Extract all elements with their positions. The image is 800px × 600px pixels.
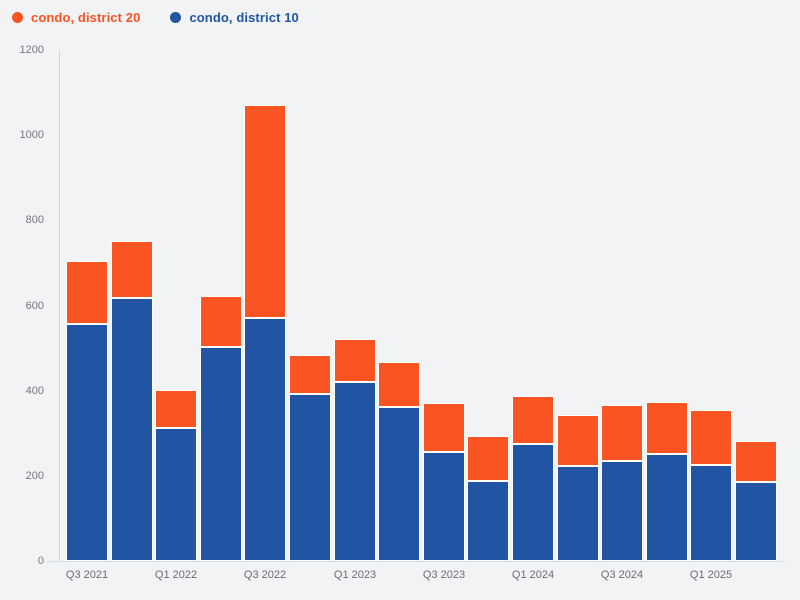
bar-segment[interactable] xyxy=(66,261,108,324)
legend-label-district-10: condo, district 10 xyxy=(189,10,299,25)
y-axis-tick-labels: 0 200 400 600 800 1000 1200 xyxy=(0,44,50,567)
bar-segment[interactable] xyxy=(155,428,197,561)
bar-segment[interactable] xyxy=(690,465,732,561)
bar-segment[interactable] xyxy=(66,324,108,561)
bar-segment[interactable] xyxy=(378,362,420,407)
bar-segment[interactable] xyxy=(244,105,286,318)
bar-segment[interactable] xyxy=(646,454,688,561)
y-tick-label: 600 xyxy=(25,299,44,312)
x-tick-label: Q1 2022 xyxy=(154,569,198,581)
y-tick-label: 1000 xyxy=(19,129,44,142)
x-tick-label: Q3 2022 xyxy=(243,569,287,581)
bar-segment[interactable] xyxy=(512,444,554,561)
x-axis-tick-labels: Q3 2021 Q1 2022 Q3 2022 Q1 2023 Q3 2023 Q1 20… xyxy=(59,561,785,591)
legend-item-district-10[interactable]: condo, district 10 xyxy=(170,10,299,25)
bar-segment[interactable] xyxy=(334,382,376,561)
bar-segment[interactable] xyxy=(111,241,153,298)
bar-segment[interactable] xyxy=(111,298,153,561)
bar-segment[interactable] xyxy=(557,415,599,466)
x-tick-label: Q3 2021 xyxy=(65,569,109,581)
bar-segment[interactable] xyxy=(423,452,465,561)
x-tick-label: Q3 2024 xyxy=(600,569,644,581)
bar-segment[interactable] xyxy=(334,339,376,382)
x-tick-label: Q3 2023 xyxy=(422,569,466,581)
legend-dot-district-10-icon xyxy=(170,12,182,23)
bar-segment[interactable] xyxy=(423,403,465,452)
bar-segment[interactable] xyxy=(601,461,643,561)
x-tick-label: Q1 2024 xyxy=(511,569,555,581)
bar-segment[interactable] xyxy=(646,402,688,454)
x-tick-label: Q1 2023 xyxy=(333,569,377,581)
bar-segment[interactable] xyxy=(289,394,331,561)
y-tick-label: 1200 xyxy=(19,44,44,56)
bar-segment[interactable] xyxy=(557,466,599,561)
bar-segment[interactable] xyxy=(200,296,242,347)
legend: condo, district 20 condo, district 10 xyxy=(12,10,299,25)
bar-segment[interactable] xyxy=(244,318,286,561)
legend-item-district-20[interactable]: condo, district 20 xyxy=(12,10,140,25)
y-tick-label: 200 xyxy=(25,469,44,482)
bar-segment[interactable] xyxy=(735,482,777,561)
legend-label-district-20: condo, district 20 xyxy=(31,10,141,25)
x-axis-line xyxy=(47,561,785,562)
bar-segment[interactable] xyxy=(467,481,509,561)
y-tick-label: 400 xyxy=(25,384,44,397)
bar-segment[interactable] xyxy=(155,390,197,428)
bar-segment[interactable] xyxy=(289,355,331,394)
bar-segment[interactable] xyxy=(512,396,554,444)
bar-segment[interactable] xyxy=(601,405,643,461)
bar-segment[interactable] xyxy=(467,436,509,481)
x-tick-label: Q1 2025 xyxy=(689,569,733,581)
y-tick-label: 0 xyxy=(37,555,44,567)
plot-area xyxy=(47,50,785,562)
y-tick-label: 800 xyxy=(25,214,44,227)
bar-segment[interactable] xyxy=(735,441,777,482)
bar-segment[interactable] xyxy=(690,410,732,465)
y-axis-line xyxy=(59,50,60,561)
legend-dot-district-20-icon xyxy=(12,12,23,23)
bar-segment[interactable] xyxy=(378,407,420,561)
bar-segment[interactable] xyxy=(200,347,242,561)
